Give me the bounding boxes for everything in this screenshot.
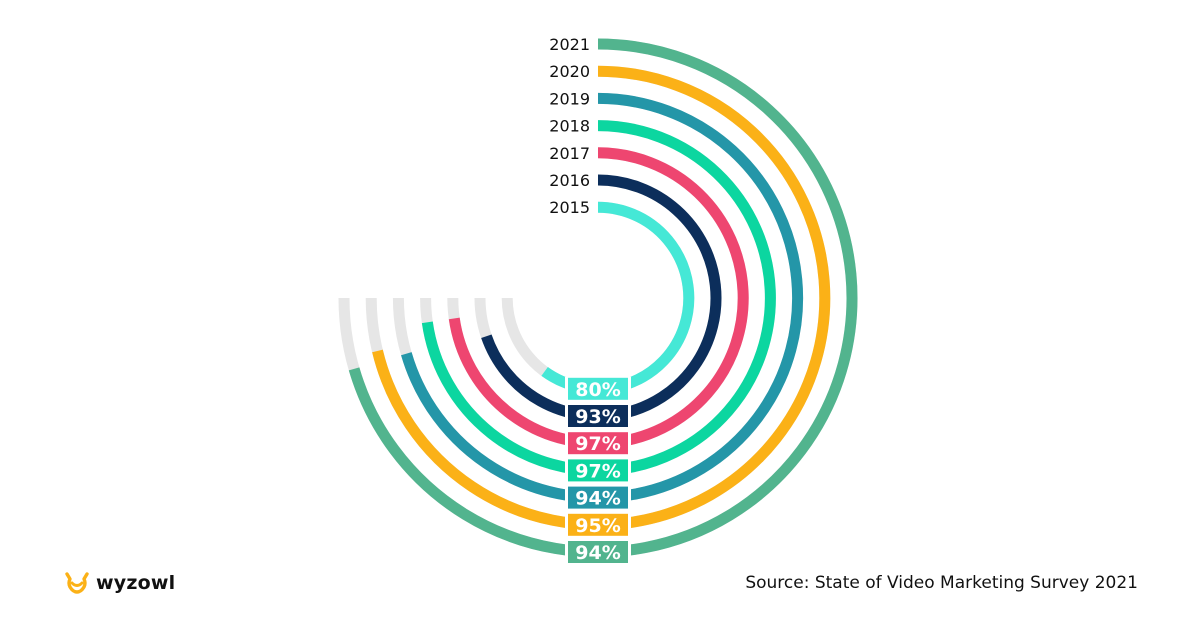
brand-logo: wyzowl: [64, 571, 175, 595]
source-note: Source: State of Video Marketing Survey …: [745, 573, 1138, 593]
year-label-2021: 2021: [549, 35, 590, 54]
year-label-2018: 2018: [549, 117, 590, 136]
year-label-2016: 2016: [549, 171, 590, 190]
bar-2019: [401, 92, 804, 504]
year-label-2015: 2015: [549, 198, 590, 217]
value-label-2016: 93%: [575, 406, 620, 428]
chart-value-labels: 94% 95% 94% 97% 97% 93% 80%: [565, 376, 631, 564]
value-badge-2017: [568, 432, 628, 455]
bar-2021: [348, 38, 858, 558]
bar-2015: [541, 201, 695, 395]
brand-name: wyzowl: [96, 572, 176, 594]
wyzowl-owl-icon: [65, 572, 89, 594]
value-badge-2016: [568, 405, 628, 427]
year-label-2019: 2019: [549, 89, 590, 108]
bar-2016: [481, 174, 722, 422]
value-label-2018: 97%: [575, 460, 620, 482]
value-badge-2015: [568, 377, 628, 400]
value-label-2015: 80%: [575, 379, 620, 401]
year-label-2017: 2017: [549, 144, 590, 163]
bar-2017: [448, 147, 749, 449]
bar-2018: [421, 120, 776, 476]
value-label-2021: 94%: [575, 542, 620, 564]
value-badge-2019: [568, 486, 628, 509]
value-badge-2020: [568, 513, 628, 536]
bar-2020: [372, 65, 831, 531]
year-label-2020: 2020: [549, 62, 590, 81]
value-label-2019: 94%: [575, 488, 620, 510]
value-badge-2018: [568, 459, 628, 482]
chart-year-labels: 2021 2020 2019 2018 2017 2016 2015: [549, 35, 590, 217]
value-label-2017: 97%: [575, 433, 620, 455]
value-badge-2021: [568, 541, 628, 563]
value-label-2020: 95%: [575, 515, 620, 537]
